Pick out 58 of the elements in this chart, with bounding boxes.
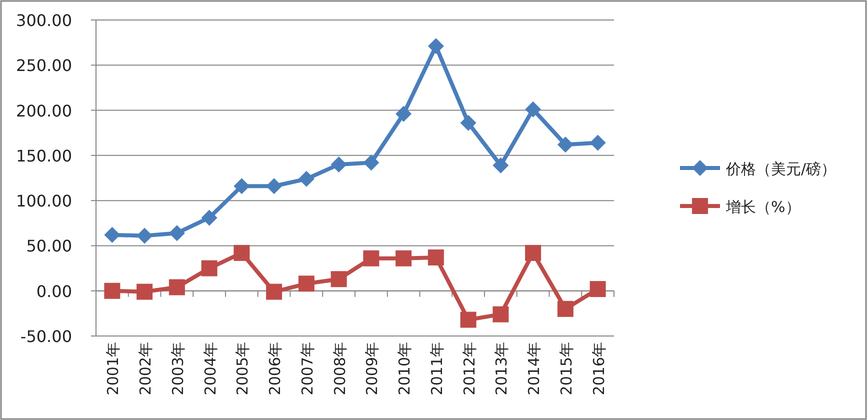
x-tick-label: 2004年 [201, 342, 220, 396]
point [492, 157, 509, 174]
point [363, 250, 380, 266]
x-tick-label: 2013年 [492, 342, 511, 396]
point [460, 312, 476, 328]
point [104, 282, 120, 299]
y-tick-label: 200.00 [16, 101, 72, 120]
point [330, 156, 347, 172]
x-tick-label: 2007年 [298, 342, 316, 396]
point [525, 244, 542, 261]
point [234, 244, 250, 261]
point [201, 210, 218, 226]
y-tick-label: 150.00 [16, 146, 72, 166]
point [590, 134, 606, 151]
x-tick-label: 2016年 [590, 342, 608, 396]
point [201, 260, 218, 276]
point [266, 284, 282, 300]
point [168, 225, 185, 242]
point [428, 38, 444, 54]
x-tick-label: 2014年 [525, 342, 544, 396]
point [136, 284, 153, 300]
x-tick-label: 2012年 [460, 342, 478, 396]
point [104, 226, 120, 243]
point [396, 106, 412, 122]
x-tick-label: 2001年 [104, 342, 122, 396]
x-tick-label: 2005年 [234, 342, 252, 396]
point [492, 306, 509, 322]
point [557, 136, 574, 153]
y-tick-label: 0.00 [36, 282, 72, 301]
point [136, 228, 153, 244]
point [168, 279, 185, 296]
x-tick-label: 2009年 [363, 342, 382, 396]
point [330, 271, 347, 288]
point [396, 250, 412, 266]
y-tick-label: -50.00 [20, 327, 72, 346]
y-tick-label: 50.00 [26, 236, 72, 256]
point [460, 114, 476, 131]
x-tick-label: 2011年 [428, 342, 446, 396]
x-tick-label: 2008年 [330, 342, 349, 396]
point [266, 178, 282, 194]
y-tick-label: 300.00 [16, 11, 72, 30]
point [590, 281, 606, 298]
x-tick-label: 2003年 [168, 342, 187, 396]
point [428, 249, 444, 266]
point [363, 154, 380, 171]
y-tick-label: 250.00 [16, 56, 72, 76]
x-tick-label: 2006年 [266, 342, 284, 396]
point [525, 101, 542, 118]
point [234, 178, 250, 194]
point [298, 170, 314, 187]
x-tick-label: 2010年 [396, 342, 414, 396]
x-tick-label: 2015年 [557, 342, 576, 396]
point [298, 276, 314, 292]
point [557, 300, 574, 317]
x-tick-label: 2002年 [136, 342, 155, 396]
y-tick-label: 100.00 [16, 192, 72, 211]
legend-label: 价格（美元/磅） [725, 160, 836, 178]
legend-label: 增长（%） [725, 198, 800, 216]
